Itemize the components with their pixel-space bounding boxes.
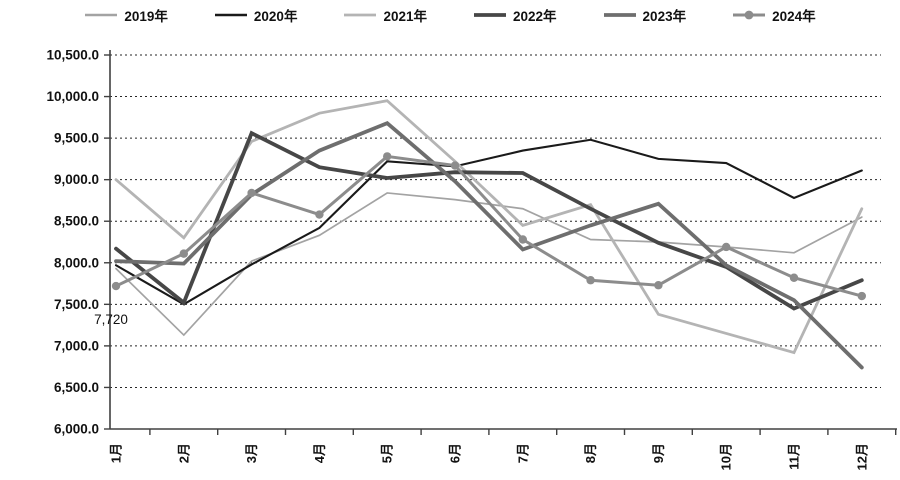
data-point-marker — [247, 188, 256, 198]
legend-line-swatch — [733, 10, 766, 20]
x-tick-label: 10月 — [719, 443, 734, 470]
annotation-7720: 7,720 — [94, 312, 128, 327]
x-tick-label: 1月 — [109, 443, 124, 463]
legend-item-2024: 2024年 — [732, 5, 816, 25]
data-point-marker — [179, 249, 188, 258]
legend-item-2021: 2021年 — [343, 5, 427, 25]
y-tick-label: 9,000.0 — [54, 172, 99, 187]
x-tick-label: 5月 — [380, 443, 395, 463]
x-tick-label: 3月 — [244, 443, 259, 463]
x-tick-label: 7月 — [515, 443, 530, 463]
x-tick-label: 12月 — [854, 443, 869, 470]
y-tick-label: 7,500.0 — [54, 297, 99, 312]
data-point-marker — [789, 273, 799, 282]
y-tick-label: 8,500.0 — [54, 214, 99, 229]
legend-item-2019: 2019年 — [84, 5, 168, 25]
data-point-marker — [857, 291, 866, 301]
x-tick-label: 2月 — [176, 443, 191, 463]
data-point-marker — [654, 281, 663, 290]
y-tick-label: 10,500.0 — [46, 48, 99, 63]
y-tick-label: 6,500.0 — [54, 380, 99, 395]
x-tick-label: 8月 — [583, 443, 598, 463]
legend-label: 2023年 — [642, 9, 687, 24]
series-line-2020 — [114, 138, 863, 306]
legend-item-2022: 2022年 — [473, 5, 557, 25]
legend-label: 2020年 — [253, 9, 298, 24]
legend-line-swatch — [344, 13, 377, 17]
legend-label: 2022年 — [513, 9, 557, 24]
x-tick-label: 9月 — [651, 443, 666, 463]
chart-legend: 2019年 2020年 2021年 2022年 2023年 2024年 — [0, 5, 900, 25]
data-point-marker — [518, 235, 527, 244]
legend-line-swatch — [474, 13, 506, 17]
x-tick-label: 6月 — [448, 443, 463, 463]
data-point-marker — [450, 161, 460, 170]
y-tick-label: 8,000.0 — [54, 255, 99, 270]
y-tick-label: 10,000.0 — [46, 89, 99, 104]
legend-marker-dot — [744, 10, 754, 20]
legend-label: 2019年 — [124, 9, 168, 24]
data-point-marker — [586, 276, 595, 285]
y-tick-label: 6,000.0 — [54, 422, 99, 437]
series-line-2022 — [114, 130, 864, 311]
legend-item-2020: 2020年 — [214, 5, 298, 25]
legend-line-swatch — [85, 13, 118, 17]
legend-item-2023: 2023年 — [603, 5, 687, 25]
data-point-marker — [383, 152, 392, 161]
series-line-2024 — [114, 154, 864, 298]
x-tick-label: 11月 — [787, 443, 802, 470]
data-point-marker — [315, 210, 324, 219]
y-tick-label: 9,500.0 — [54, 131, 99, 146]
x-tick-label: 4月 — [312, 443, 327, 463]
legend-label: 2024年 — [772, 9, 816, 24]
data-point-marker — [111, 281, 121, 291]
series-line-2023 — [114, 120, 864, 370]
legend-line-swatch — [603, 13, 636, 17]
legend-line-swatch — [214, 13, 247, 17]
data-point-marker — [722, 242, 731, 252]
series-line-2021 — [114, 99, 864, 355]
legend-label: 2021年 — [383, 9, 427, 24]
y-tick-label: 7,000.0 — [54, 338, 99, 353]
